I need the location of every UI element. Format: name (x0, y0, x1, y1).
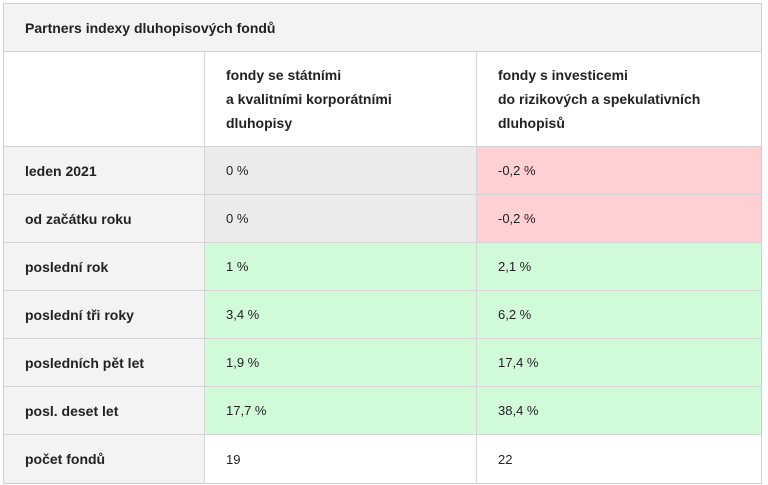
cell-risky-bonds: 2,1 % (477, 243, 761, 290)
row-label: leden 2021 (4, 147, 205, 194)
header-empty-cell (4, 52, 205, 146)
row-label: poslední tři roky (4, 291, 205, 338)
cell-risky-bonds: 17,4 % (477, 339, 761, 386)
cell-government-bonds: 19 (205, 435, 477, 483)
row-label: poslední rok (4, 243, 205, 290)
row-label: posledních pět let (4, 339, 205, 386)
cell-government-bonds: 1,9 % (205, 339, 477, 386)
header-risky-bonds: fondy s investicemi do rizikových a spek… (477, 52, 761, 146)
cell-government-bonds: 1 % (205, 243, 477, 290)
table-row: počet fondů 19 22 (4, 435, 761, 483)
cell-government-bonds: 0 % (205, 147, 477, 194)
table-title: Partners indexy dluhopisových fondů (4, 4, 761, 52)
cell-risky-bonds: -0,2 % (477, 147, 761, 194)
cell-risky-bonds: 38,4 % (477, 387, 761, 434)
header-government-bonds: fondy se státními a kvalitními korporátn… (205, 52, 477, 146)
row-label: počet fondů (4, 435, 205, 483)
cell-risky-bonds: 22 (477, 435, 761, 483)
row-label: od začátku roku (4, 195, 205, 242)
table-row: posledních pět let 1,9 % 17,4 % (4, 339, 761, 387)
cell-government-bonds: 0 % (205, 195, 477, 242)
row-label: posl. deset let (4, 387, 205, 434)
cell-risky-bonds: 6,2 % (477, 291, 761, 338)
table-row: leden 2021 0 % -0,2 % (4, 147, 761, 195)
cell-risky-bonds: -0,2 % (477, 195, 761, 242)
table-row: poslední rok 1 % 2,1 % (4, 243, 761, 291)
table-row: od začátku roku 0 % -0,2 % (4, 195, 761, 243)
table-header-row: fondy se státními a kvalitními korporátn… (4, 52, 761, 147)
table-row: poslední tři roky 3,4 % 6,2 % (4, 291, 761, 339)
table-body: leden 2021 0 % -0,2 % od začátku roku 0 % -0,… (4, 147, 761, 483)
cell-government-bonds: 17,7 % (205, 387, 477, 434)
cell-government-bonds: 3,4 % (205, 291, 477, 338)
bond-fund-index-table: Partners indexy dluhopisových fondů fond… (3, 3, 762, 484)
table-row: posl. deset let 17,7 % 38,4 % (4, 387, 761, 435)
